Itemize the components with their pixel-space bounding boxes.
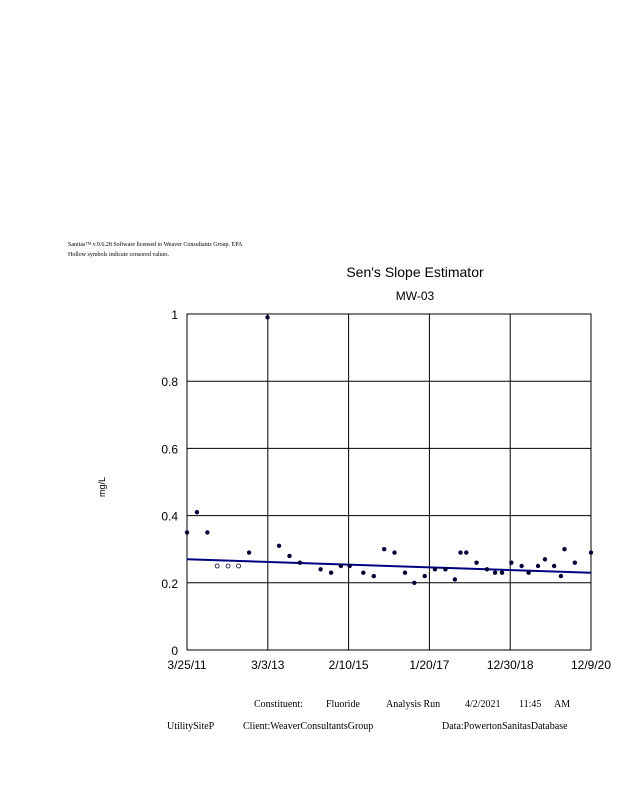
x-tick-label: 3/25/11 [167,658,206,672]
data-point [412,580,417,585]
data-point [361,570,366,575]
data-point [499,570,505,575]
data-point [535,563,541,569]
plot-area [186,313,592,651]
x-tick-label: 2/10/15 [329,658,369,672]
data-point [443,567,448,572]
y-tick-label: 1 [171,308,178,322]
run-time: 11:45 [519,699,542,710]
data-point [205,530,210,535]
run-date: 4/2/2021 [465,699,501,710]
data-point [328,570,334,575]
censored-data-point [214,563,220,569]
data-point [381,547,387,552]
data-point [371,573,376,579]
site-label: UtilitySiteP [167,721,215,732]
y-tick-label: 0 [171,644,178,658]
data-point [184,530,190,535]
data-point [318,567,323,572]
x-tick-label: 1/20/17 [409,658,449,672]
data-point [588,550,594,555]
data-point [265,315,270,320]
data-point [338,563,344,569]
chart-subtitle: MW-03 [395,289,435,303]
y-tick-label: 0.8 [161,375,178,389]
y-tick-label: 0.4 [161,510,178,524]
x-tick-label: 12/9/20 [571,658,611,672]
data-point [402,570,408,575]
analysis-run-label: Analysis Run [386,699,441,710]
license-note: Sanitas™ v.9.6.28 Software licensed to W… [68,242,243,248]
data-point [572,560,578,565]
data-point [287,553,292,559]
censored-note: Hollow symbols indicate censored values. [68,252,170,258]
data-point [422,573,427,579]
data-point [526,570,531,575]
constituent-value: Fluoride [326,699,360,710]
data-source-label: Data:PowertonSanitasDatabase [442,721,568,732]
data-point [392,550,397,555]
data-point [297,560,303,565]
data-point [432,567,438,572]
x-tick-label: 3/3/13 [251,658,285,672]
censored-data-point [225,563,231,569]
data-point [464,550,469,555]
data-point [562,547,567,552]
data-point [474,560,479,565]
data-point [558,573,564,579]
data-point [347,563,352,569]
data-point [492,570,498,575]
chart-title: Sen's Slope Estimator [346,264,484,280]
client-label: Client:WeaverConsultantsGroup [243,721,374,732]
data-point [276,543,282,549]
censored-data-point [236,563,241,569]
data-point [509,560,514,565]
data-point [246,550,252,555]
data-point [458,550,463,555]
constituent-label: Constituent: [254,699,303,710]
run-ampm: AM [554,699,571,710]
data-point [551,563,557,569]
y-tick-label: 0.2 [161,577,178,591]
data-point [452,577,458,582]
data-point [194,510,200,515]
trend-line [186,558,592,574]
data-point [484,567,490,572]
y-tick-label: 0.6 [161,442,178,456]
x-tick-label: 12/30/18 [487,658,534,672]
data-point [519,563,524,569]
data-point [542,557,548,562]
